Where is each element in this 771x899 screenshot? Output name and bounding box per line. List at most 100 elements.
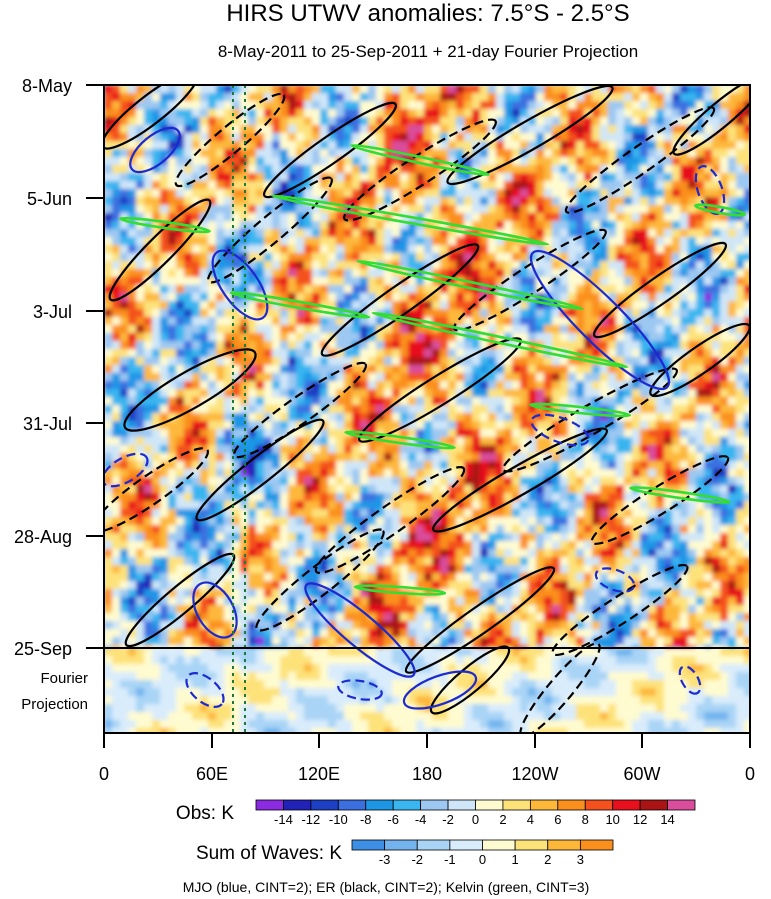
anomaly-cell <box>280 245 289 254</box>
anomaly-cell <box>120 229 129 238</box>
anomaly-cell <box>592 197 601 206</box>
anomaly-cell <box>256 341 265 350</box>
anomaly-cell <box>424 301 433 310</box>
anomaly-cell <box>600 333 609 342</box>
anomaly-cell <box>160 517 169 526</box>
anomaly-cell <box>320 421 329 430</box>
anomaly-cell <box>448 285 457 294</box>
anomaly-cell <box>144 109 153 118</box>
anomaly-cell <box>528 549 537 558</box>
anomaly-cell <box>328 549 337 558</box>
anomaly-cell <box>432 317 441 326</box>
anomaly-cell <box>576 117 585 126</box>
anomaly-cell <box>640 453 649 462</box>
anomaly-cell <box>112 189 121 198</box>
anomaly-cell <box>264 125 273 134</box>
anomaly-cell <box>112 133 121 142</box>
anomaly-cell <box>720 333 729 342</box>
anomaly-cell <box>640 277 649 286</box>
anomaly-cell <box>736 309 745 318</box>
anomaly-cell <box>632 509 641 518</box>
anomaly-cell <box>312 437 321 446</box>
anomaly-cell <box>320 437 329 446</box>
anomaly-cell <box>616 117 625 126</box>
anomaly-cell <box>272 509 281 518</box>
anomaly-cell <box>712 533 721 542</box>
anomaly-cell <box>728 453 737 462</box>
anomaly-cell <box>728 325 737 334</box>
anomaly-cell <box>408 397 417 406</box>
anomaly-cell <box>296 525 305 534</box>
anomaly-cell <box>192 557 201 566</box>
anomaly-cell <box>336 445 345 454</box>
anomaly-cell <box>472 565 481 574</box>
anomaly-cell <box>656 261 665 270</box>
anomaly-cell <box>584 485 593 494</box>
anomaly-cell <box>744 317 750 326</box>
anomaly-cell <box>504 357 513 366</box>
anomaly-cell <box>264 173 273 182</box>
anomaly-cell <box>616 173 625 182</box>
anomaly-cell <box>464 221 473 230</box>
anomaly-cell <box>456 349 465 358</box>
anomaly-cell <box>176 405 185 414</box>
anomaly-cell <box>608 325 617 334</box>
anomaly-cell <box>648 221 657 230</box>
anomaly-cell <box>344 397 353 406</box>
anomaly-cell <box>656 189 665 198</box>
anomaly-cell <box>432 445 441 454</box>
anomaly-cell <box>136 341 145 350</box>
anomaly-cell <box>296 261 305 270</box>
anomaly-cell <box>288 253 297 262</box>
anomaly-cell <box>392 365 401 374</box>
anomaly-cell <box>672 461 681 470</box>
anomaly-cell <box>616 469 625 478</box>
anomaly-cell <box>640 565 649 574</box>
anomaly-cell <box>184 285 193 294</box>
anomaly-cell <box>656 517 665 526</box>
anomaly-cell <box>112 293 121 302</box>
anomaly-cell <box>176 109 185 118</box>
anomaly-cell <box>696 93 705 102</box>
anomaly-cell <box>184 533 193 542</box>
anomaly-cell <box>120 533 129 542</box>
anomaly-cell <box>360 397 369 406</box>
anomaly-cell <box>592 93 601 102</box>
anomaly-cell <box>400 357 409 366</box>
anomaly-cell <box>232 397 241 406</box>
anomaly-cell <box>384 525 393 534</box>
anomaly-cell <box>344 549 353 558</box>
anomaly-cell <box>208 269 217 278</box>
anomaly-cell <box>632 365 641 374</box>
anomaly-cell <box>176 277 185 286</box>
anomaly-cell <box>272 517 281 526</box>
anomaly-cell <box>144 397 153 406</box>
anomaly-cell <box>600 557 609 566</box>
anomaly-cell <box>360 333 369 342</box>
anomaly-cell <box>408 405 417 414</box>
anomaly-cell <box>616 149 625 158</box>
anomaly-cell <box>224 229 233 238</box>
anomaly-cell <box>416 357 425 366</box>
anomaly-cell <box>464 469 473 478</box>
anomaly-cell <box>344 173 353 182</box>
anomaly-cell <box>168 125 177 134</box>
anomaly-cell <box>744 253 750 262</box>
anomaly-cell <box>504 349 513 358</box>
anomaly-cell <box>448 365 457 374</box>
anomaly-cell <box>600 309 609 318</box>
anomaly-cell <box>472 117 481 126</box>
anomaly-cell <box>664 333 673 342</box>
anomaly-cell <box>464 293 473 302</box>
anomaly-cell <box>136 461 145 470</box>
anomaly-cell <box>720 253 729 262</box>
anomaly-cell <box>536 469 545 478</box>
anomaly-cell <box>192 453 201 462</box>
anomaly-cell <box>584 205 593 214</box>
anomaly-cell <box>600 453 609 462</box>
anomaly-cell <box>184 277 193 286</box>
anomaly-cell <box>304 301 313 310</box>
anomaly-cell <box>496 357 505 366</box>
anomaly-cell <box>248 573 257 582</box>
anomaly-cell <box>640 141 649 150</box>
